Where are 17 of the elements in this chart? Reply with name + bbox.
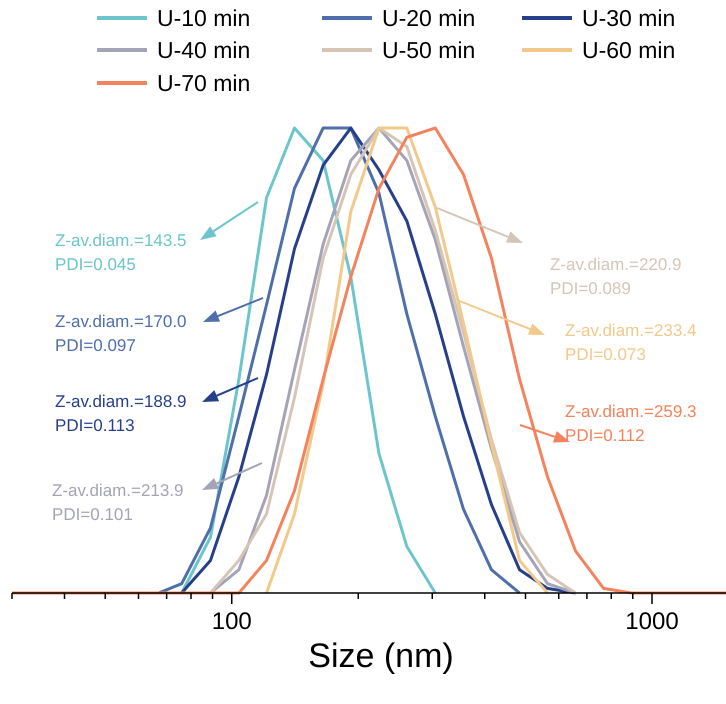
annotation: Z-av.diam.=170.0 PDI=0.097 <box>55 312 187 355</box>
x-axis-title: Size (nm) <box>308 637 454 675</box>
annotation: Z-av.diam.=188.9 PDI=0.113 <box>55 392 187 435</box>
legend-label: U-70 min <box>157 70 250 96</box>
legend-label: U-20 min <box>382 5 476 31</box>
annotation: Z-av.diam.=259.3 PDI=0.112 <box>565 402 697 445</box>
x-tick-label: 1000 <box>625 608 679 635</box>
legend-label: U-10 min <box>157 5 250 31</box>
x-tick-label: 100 <box>212 608 252 635</box>
legend-label: U-40 min <box>157 37 250 63</box>
annotation: Z-av.diam.=220.9 PDI=0.089 <box>550 255 682 298</box>
legend-label: U-30 min <box>582 5 676 31</box>
annotation: Z-av.diam.=143.5 PDI=0.045 <box>55 231 187 274</box>
legend-label: U-60 min <box>582 37 676 63</box>
annotation: Z-av.diam.=213.9 PDI=0.101 <box>52 481 184 524</box>
legend-label: U-50 min <box>382 37 476 63</box>
annotation: Z-av.diam.=233.4 PDI=0.073 <box>565 321 697 364</box>
